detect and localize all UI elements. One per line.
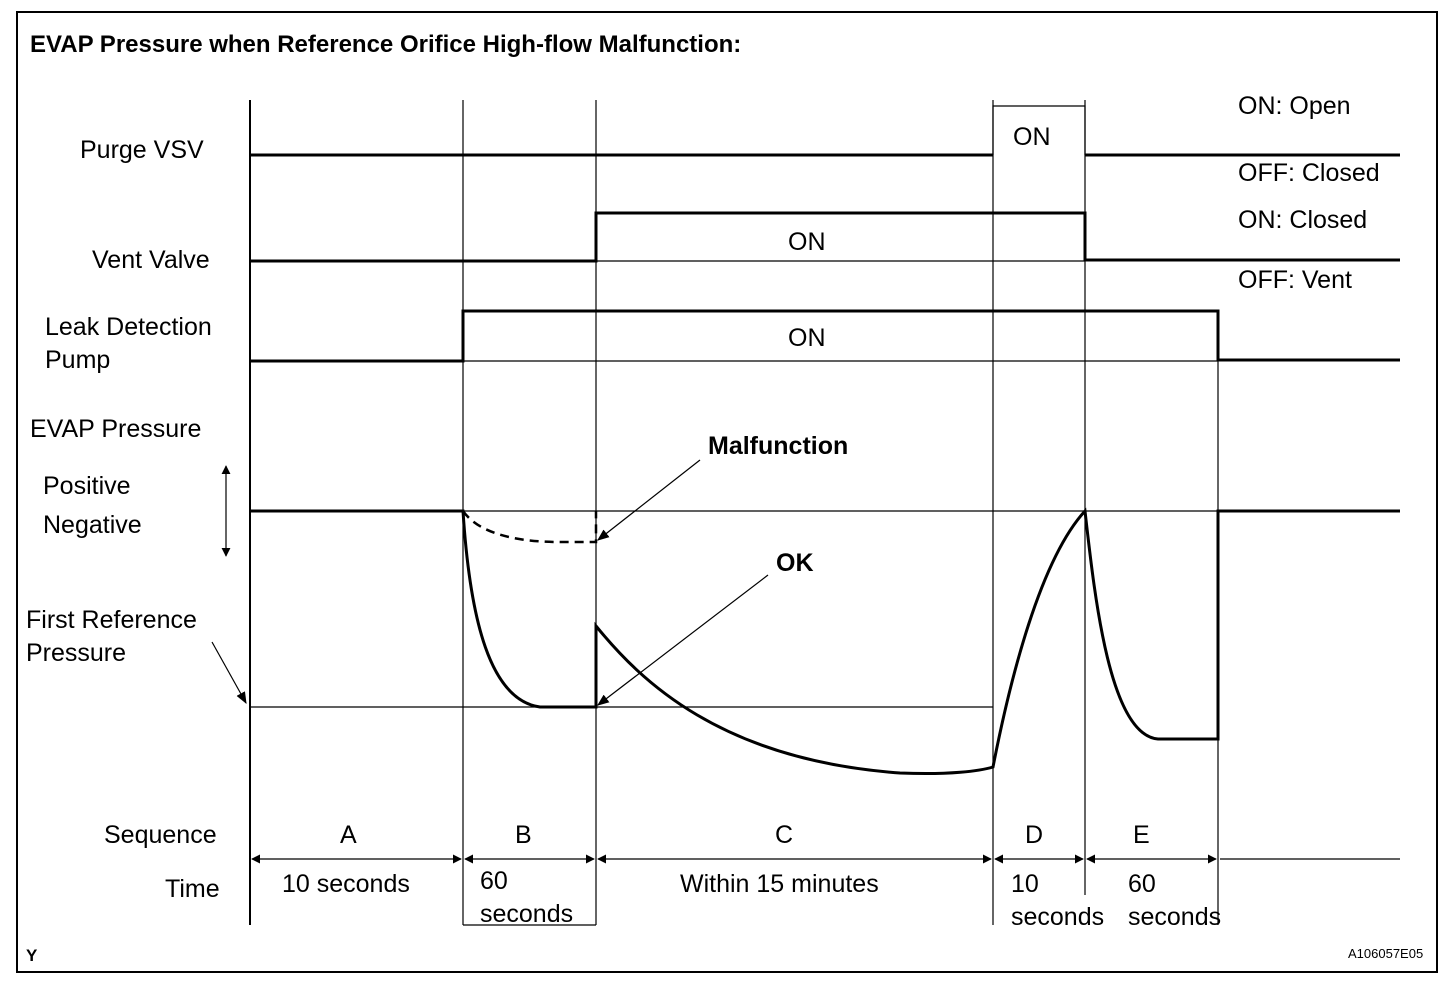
- corner-mark: Y: [26, 946, 38, 965]
- ok-pointer: [597, 574, 769, 706]
- leak-pump-label-2: Pump: [45, 346, 110, 374]
- time-c: Within 15 minutes: [680, 870, 879, 898]
- leak-pump-label-1: Leak Detection: [45, 313, 212, 341]
- sequence-step-d: D: [1025, 821, 1043, 849]
- sequence-step-a: A: [340, 821, 357, 849]
- figure-border: [16, 11, 1438, 973]
- first-ref-label-2: Pressure: [26, 639, 126, 667]
- time-d-line1: 10: [1011, 870, 1039, 898]
- time-label: Time: [165, 875, 220, 903]
- negative-label: Negative: [43, 511, 142, 539]
- purge-vsv-on-text: ON: [1013, 123, 1051, 151]
- evap-pressure-section: EVAP Pressure Positive Negative First Re…: [26, 415, 1400, 776]
- leak-pump-waveform: [250, 309, 1400, 363]
- vent-off-desc: OFF: Vent: [1238, 266, 1352, 294]
- malfunction-pointer: [597, 459, 701, 541]
- time-d-line2: seconds: [1011, 903, 1104, 931]
- leak-pump-on-text: ON: [788, 324, 826, 352]
- sequence-label: Sequence: [104, 821, 217, 849]
- malfunction-label: Malfunction: [708, 432, 848, 460]
- sequence-step-e: E: [1133, 821, 1150, 849]
- vent-valve-signal: Vent Valve ON ON: Closed OFF: Vent: [92, 206, 1400, 294]
- purge-vsv-label: Purge VSV: [80, 136, 204, 164]
- time-e-line1: 60: [1128, 870, 1156, 898]
- malfunction-curve: [461, 510, 598, 544]
- phase-boundaries: [462, 100, 1219, 925]
- first-ref-label-1: First Reference: [26, 606, 197, 634]
- time-e-line2: seconds: [1128, 903, 1221, 931]
- purge-off-desc: OFF: Closed: [1238, 159, 1380, 187]
- sequence-step-b: B: [515, 821, 532, 849]
- first-ref-pointer: [211, 641, 247, 705]
- vent-valve-on-text: ON: [788, 228, 826, 256]
- figure-code: A106057E05: [1348, 946, 1423, 961]
- time-a: 10 seconds: [282, 870, 410, 898]
- positive-label: Positive: [43, 472, 131, 500]
- leak-pump-signal: Leak Detection Pump ON: [45, 309, 1400, 374]
- purge-vsv-pulse: [992, 105, 1086, 155]
- purge-on-desc: ON: Open: [1238, 92, 1351, 120]
- sequence-row: Sequence A B C D E: [104, 821, 1150, 849]
- time-b-line2: seconds: [480, 900, 573, 928]
- ok-label: OK: [776, 549, 814, 577]
- purge-vsv-signal: Purge VSV ON ON: Open OFF: Closed: [80, 92, 1400, 187]
- time-row: Time 10 seconds 60 seconds Within 15 min…: [165, 867, 1221, 931]
- vent-on-desc: ON: Closed: [1238, 206, 1367, 234]
- evap-pressure-label: EVAP Pressure: [30, 415, 201, 443]
- figure-title: EVAP Pressure when Reference Orifice Hig…: [30, 31, 741, 58]
- evap-pressure-curve: [250, 507, 1400, 776]
- time-b-line1: 60: [480, 867, 508, 895]
- vent-valve-label: Vent Valve: [92, 246, 210, 274]
- sequence-step-c: C: [775, 821, 793, 849]
- vent-valve-waveform: [250, 211, 1400, 263]
